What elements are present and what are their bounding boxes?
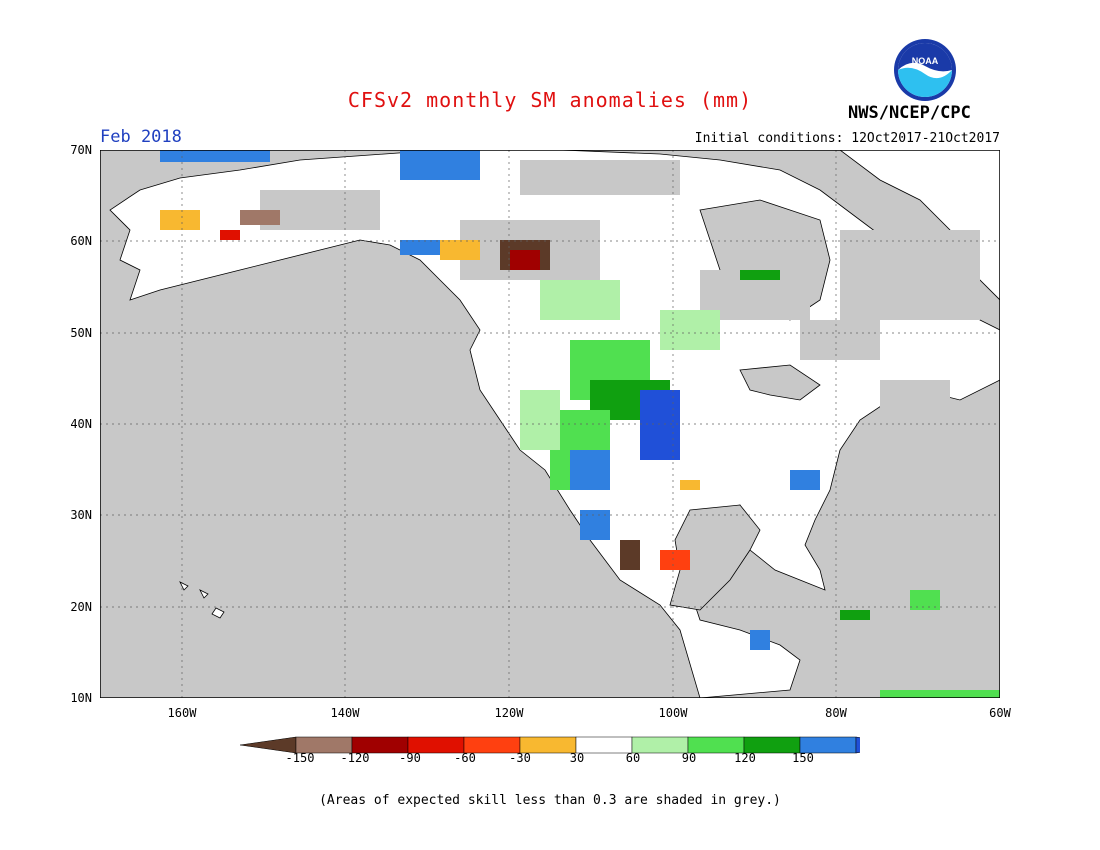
colorbar-swatch [855,736,860,754]
colorbar-label: -30 [509,751,531,765]
skill-note: (Areas of expected skill less than 0.3 a… [319,793,781,808]
initial-conditions: Initial conditions: 12Oct2017-21Oct2017 [694,131,1000,146]
lat-label: 20N [70,600,92,614]
lat-label: 50N [70,326,92,340]
lon-label: 60W [989,706,1011,720]
lon-label: 120W [494,706,524,720]
colorbar-label: 30 [569,751,585,765]
svg-text:NOAA: NOAA [912,56,939,66]
lon-label: 100W [658,706,688,720]
colorbar-label: 120 [734,751,756,765]
colorbar-label: 150 [792,751,814,765]
lat-label: 40N [70,417,92,431]
colorbar-label: -120 [340,751,370,765]
soil-moisture-map [100,150,1000,698]
target-month: Feb 2018 [100,127,182,147]
lat-label: 30N [70,508,92,522]
lon-label: 80W [825,706,847,720]
chart-title: CFSv2 monthly SM anomalies (mm) [347,88,753,112]
colorbar-label: 60 [625,751,641,765]
colorbar-swatch [575,736,633,754]
colorbar-label: 90 [681,751,697,765]
graticule [100,150,1000,698]
colorbar-label: -90 [399,751,421,765]
lon-label: 140W [330,706,360,720]
anomaly-patches [160,150,1000,698]
lon-label: 160W [167,706,197,720]
noaa-logo-icon: NOAA [894,39,956,101]
colorbar [240,736,860,754]
agency-label: NWS/NCEP/CPC [848,103,971,123]
hawaii-islands [179,581,225,619]
lat-label: 10N [70,691,92,705]
lat-label: 60N [70,234,92,248]
colorbar-label: -60 [454,751,476,765]
lat-label: 70N [70,143,92,157]
colorbar-label: -150 [285,751,315,765]
colorbar-swatch [631,736,689,754]
great-lakes [739,364,821,401]
